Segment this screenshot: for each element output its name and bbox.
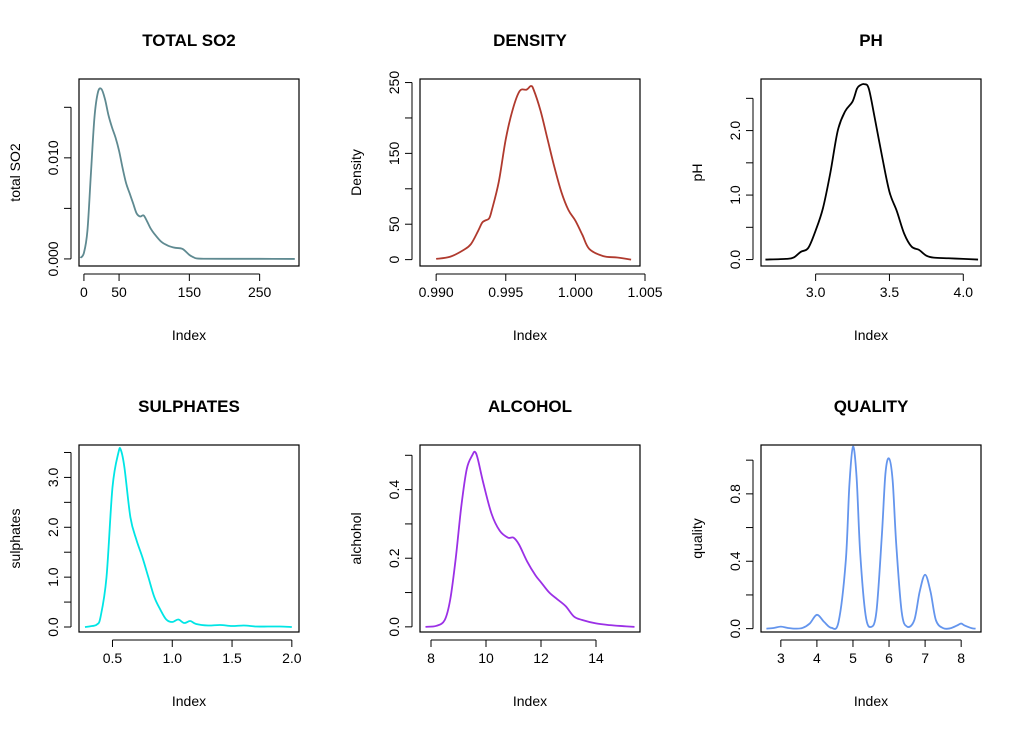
x-tick-label: 3.5 [880,284,900,300]
x-tick-label: 1.005 [627,284,662,300]
chart-title: DENSITY [493,31,567,50]
x-axis-label: Index [513,327,547,343]
chart-title: ALCOHOL [488,397,572,416]
y-tick-label: 0.010 [45,140,61,175]
x-tick-label: 14 [588,650,604,666]
x-axis: 0 50 150 250 [80,273,272,300]
y-tick-label: 1.0 [45,567,61,587]
x-tick-label: 5 [849,650,857,666]
chart-title: PH [859,31,883,50]
x-tick-label: 0.990 [419,284,454,300]
y-tick-label: 0.2 [386,548,402,568]
x-tick-label: 12 [533,650,549,666]
x-axis: 8 10 12 14 [427,639,604,666]
y-tick-label: 0.000 [45,241,61,276]
x-tick-label: 1.000 [558,284,593,300]
x-tick-label: 3 [777,650,785,666]
y-axis: 0.0 1.0 2.0 [727,97,754,270]
y-tick-label: 0.8 [727,484,743,504]
density-curve [84,447,292,628]
y-tick-label: 0.4 [386,480,402,500]
panel-2: DENSITY 0.990 0.995 1.000 1.005 Index 0 50 150 25… [348,31,663,343]
y-axis-label: Density [348,149,364,196]
x-axis: 3.0 3.5 4.0 [806,273,974,300]
y-axis-label: alchohol [348,512,364,564]
x-tick-label: 150 [178,284,202,300]
x-tick-label: 250 [248,284,272,300]
panel-4: SULPHATES 0.5 1.0 1.5 2.0 Index 0.0 1.0 2.0 3.0 su… [7,397,302,709]
panel-5: ALCOHOL 8 10 12 14 Index 0.0 0.2 0.4 alchohol [348,397,641,709]
x-tick-label: 4.0 [954,284,974,300]
panel-6: QUALITY 3 4 5 6 7 8 Index 0.0 0.4 0.8 quality [689,397,982,709]
y-axis: 0 50 150 250 [386,71,413,264]
x-axis-label: Index [854,693,888,709]
y-axis: 0.0 0.4 0.8 [727,459,754,639]
density-curve [425,450,635,628]
y-tick-label: 50 [386,216,402,232]
x-tick-label: 0 [80,284,88,300]
chart-title: SULPHATES [138,397,240,416]
y-tick-label: 0.0 [727,250,743,270]
density-curve [765,83,979,261]
x-tick-label: 0.995 [488,284,523,300]
x-tick-label: 1.0 [163,650,183,666]
y-tick-label: 0.0 [45,617,61,637]
plot-frame [760,78,982,267]
plot-frame [78,444,300,633]
x-tick-label: 1.5 [222,650,242,666]
plot-frame [760,444,982,633]
y-tick-label: 150 [386,141,402,165]
density-curve [79,87,295,260]
y-axis-label: total SO2 [7,143,23,202]
y-tick-label: 250 [386,71,402,95]
x-axis-label: Index [854,327,888,343]
x-tick-label: 2.0 [282,650,302,666]
x-axis: 0.5 1.0 1.5 2.0 [103,639,302,666]
y-tick-label: 1.0 [727,185,743,205]
x-tick-label: 3.0 [806,284,826,300]
chart-title: QUALITY [834,397,909,416]
plot-frame [419,444,641,633]
y-axis: 0.0 1.0 2.0 3.0 [45,451,72,637]
x-tick-label: 50 [111,284,127,300]
x-tick-label: 8 [957,650,965,666]
x-tick-label: 10 [478,650,494,666]
x-axis: 3 4 5 6 7 8 [777,639,965,666]
panel-1: TOTAL SO2 0 50 150 250 Index 0.000 0.010 total S… [7,31,300,343]
x-tick-label: 8 [427,650,435,666]
y-tick-label: 0.0 [727,619,743,639]
density-curve [766,445,976,630]
y-axis-label: sulphates [7,509,23,569]
y-tick-label: 0.4 [727,551,743,571]
plot-frame [78,78,300,267]
y-tick-label: 2.0 [45,517,61,537]
x-axis-label: Index [172,693,206,709]
x-axis: 0.990 0.995 1.000 1.005 [419,273,663,300]
y-axis: 0.000 0.010 [45,106,72,276]
y-axis-label: pH [689,164,705,182]
y-axis-label: quality [689,518,705,558]
y-tick-label: 3.0 [45,467,61,487]
x-tick-label: 4 [813,650,821,666]
chart-title: TOTAL SO2 [142,31,236,50]
plot-frame [419,78,641,267]
panel-3: PH 3.0 3.5 4.0 Index 0.0 1.0 2.0 pH [689,31,982,343]
y-axis: 0.0 0.2 0.4 [386,454,413,637]
y-tick-label: 0.0 [386,617,402,637]
x-axis-label: Index [172,327,206,343]
y-tick-label: 2.0 [727,121,743,141]
density-curve [436,85,632,261]
x-axis-label: Index [513,693,547,709]
y-tick-label: 0 [386,256,402,264]
x-tick-label: 0.5 [103,650,123,666]
x-tick-label: 7 [921,650,929,666]
x-tick-label: 6 [885,650,893,666]
